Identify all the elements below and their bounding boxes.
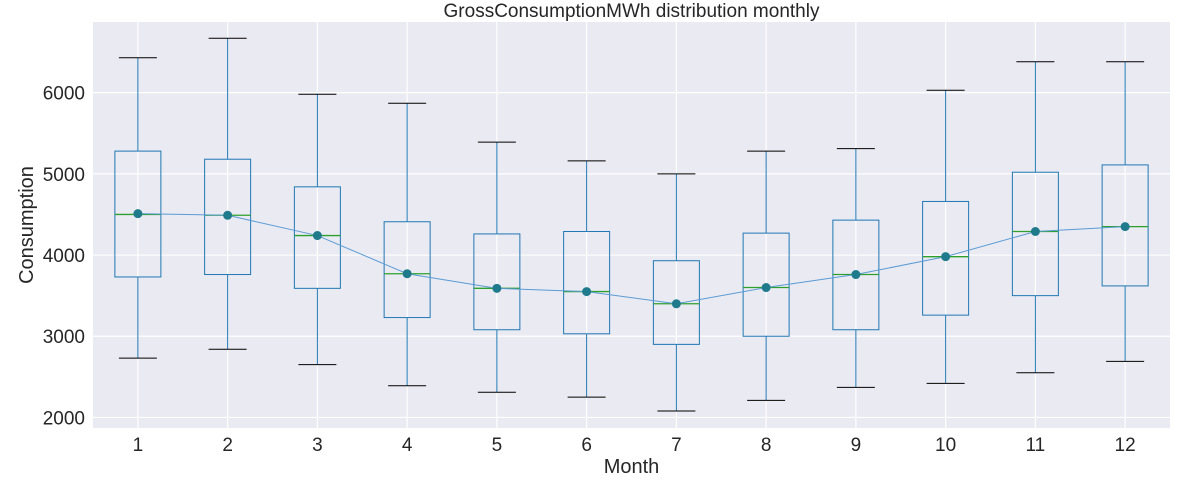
box-3	[293, 93, 341, 366]
box-7	[652, 173, 700, 412]
y-tick-label: 2000	[43, 408, 85, 429]
y-tick-label: 6000	[43, 84, 85, 105]
x-tick-label: 11	[1026, 435, 1046, 456]
mean-marker	[402, 269, 412, 279]
x-tick-label: 4	[402, 435, 413, 456]
box-9	[832, 148, 880, 388]
x-axis-label: Month	[604, 456, 660, 478]
mean-marker	[492, 283, 502, 293]
mean-marker	[582, 287, 592, 297]
mean-marker	[761, 283, 771, 293]
box-12	[1101, 61, 1149, 362]
x-tick-label: 6	[581, 435, 592, 456]
plot-background	[93, 22, 1170, 428]
mean-line-series	[133, 209, 1130, 309]
y-gridlines	[93, 92, 1170, 419]
x-tick-labels: 1 2 3 4 5 6 7 8 9 10 11 12	[133, 435, 1136, 456]
y-tick-label: 5000	[43, 165, 85, 186]
x-tick-label: 7	[671, 435, 682, 456]
y-tick-label: 3000	[43, 327, 85, 348]
mean-marker	[941, 252, 951, 262]
box-rect	[293, 186, 341, 289]
y-tick-labels: 2000 3000 4000 5000 6000	[43, 84, 85, 430]
mean-marker	[312, 231, 322, 241]
x-tick-label: 2	[222, 435, 233, 456]
x-tick-label: 10	[935, 435, 956, 456]
mean-marker	[851, 270, 861, 280]
mean-marker	[1030, 226, 1040, 236]
y-axis-label: Consumption	[16, 166, 38, 284]
box-5	[473, 141, 521, 393]
mean-marker	[1120, 222, 1130, 232]
box-8	[742, 150, 790, 401]
box-rect	[563, 230, 611, 335]
box-rect	[922, 200, 970, 316]
chart-title: GrossConsumptionMWh distribution monthly	[444, 1, 820, 22]
box-rect	[473, 233, 521, 331]
box-rect	[204, 158, 252, 276]
x-tick-label: 12	[1115, 435, 1136, 456]
box-4	[383, 102, 431, 387]
x-tick-label: 9	[851, 435, 862, 456]
box-rect	[652, 260, 700, 345]
x-tick-label: 1	[133, 435, 144, 456]
mean-line	[137, 213, 1126, 305]
box-rect	[383, 221, 431, 319]
mean-marker	[671, 299, 681, 309]
box-rect	[1011, 171, 1059, 297]
x-tick-label: 3	[312, 435, 323, 456]
box-11	[1011, 61, 1059, 374]
mean-marker	[133, 209, 143, 219]
box-10	[922, 89, 970, 384]
y-tick-label: 4000	[43, 246, 85, 267]
mean-marker	[223, 210, 233, 220]
x-tick-label: 5	[492, 435, 503, 456]
box-rect	[1101, 164, 1149, 287]
x-tick-label: 8	[761, 435, 772, 456]
